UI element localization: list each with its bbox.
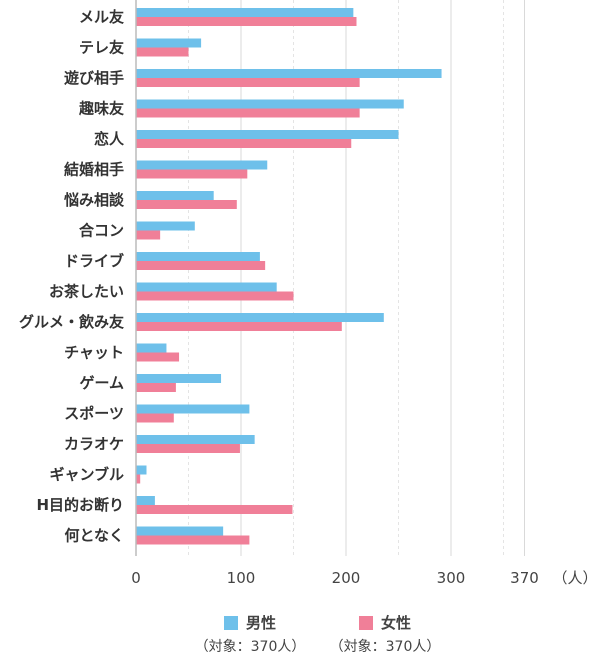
- category-label-6: 悩み相談: [63, 191, 125, 209]
- bar-male-0: [136, 8, 354, 17]
- category-label-7: 合コン: [78, 222, 124, 240]
- category-label-13: スポーツ: [64, 405, 124, 423]
- category-label-14: カラオケ: [64, 435, 124, 453]
- x-tick-label-1: 100: [227, 569, 256, 587]
- bar-male-15: [136, 465, 147, 475]
- bar-male-4: [136, 130, 399, 139]
- category-label-2: 遊び相手: [64, 69, 124, 87]
- bar-female-17: [136, 535, 250, 545]
- bar-male-2: [136, 69, 442, 78]
- category-label-4: 恋人: [94, 130, 125, 148]
- bar-female-11: [136, 352, 180, 362]
- bar-female-3: [136, 108, 360, 118]
- bar-male-14: [136, 435, 255, 444]
- bar-chart: メル友テレ友遊び相手趣味友恋人結婚相手悩み相談合コンドライブお茶したいグルメ・飲…: [19, 0, 598, 587]
- bar-male-3: [136, 99, 404, 109]
- bar-male-7: [136, 221, 195, 231]
- category-label-15: ギャンブル: [49, 466, 124, 484]
- bar-male-9: [136, 282, 277, 292]
- bar-male-11: [136, 343, 167, 353]
- bar-male-1: [136, 38, 202, 48]
- legend-swatch-female: [358, 615, 373, 630]
- x-tick-label-3: 300: [437, 569, 466, 587]
- category-label-9: お茶したい: [49, 283, 124, 301]
- x-unit-label: （人）: [553, 569, 598, 587]
- category-label-11: チャット: [64, 344, 124, 362]
- category-label-10: グルメ・飲み友: [19, 313, 124, 331]
- x-tick-label-4: 370: [510, 569, 539, 587]
- bar-female-9: [136, 291, 294, 301]
- bar-female-16: [136, 505, 293, 514]
- legend-swatch-male: [223, 615, 238, 630]
- bar-female-5: [136, 169, 248, 179]
- bar-female-13: [136, 413, 174, 423]
- legend-sub-male: （対象：370人）: [194, 639, 306, 655]
- legend-item-female: 女性 （対象：370人）: [310, 612, 460, 656]
- bar-male-10: [136, 313, 384, 322]
- bar-female-10: [136, 322, 342, 331]
- bar-male-5: [136, 160, 268, 170]
- category-label-3: 趣味友: [78, 100, 124, 118]
- bar-female-1: [136, 47, 189, 57]
- bar-male-16: [136, 496, 155, 505]
- category-label-16: H目的お断り: [36, 496, 124, 514]
- bar-male-12: [136, 374, 222, 383]
- category-label-0: メル友: [79, 8, 124, 26]
- legend-label-female: 女性: [380, 614, 411, 632]
- bar-female-7: [136, 230, 161, 240]
- category-label-1: テレ友: [79, 39, 124, 57]
- category-label-8: ドライブ: [64, 252, 124, 270]
- bar-male-8: [136, 252, 260, 261]
- legend-item-male: 男性 （対象：370人）: [175, 612, 325, 656]
- category-label-12: ゲーム: [79, 374, 124, 392]
- bar-male-6: [136, 191, 214, 200]
- legend-sub-female: （対象：370人）: [329, 639, 441, 655]
- x-tick-label-2: 200: [332, 569, 361, 587]
- bar-male-17: [136, 526, 224, 536]
- bar-female-15: [136, 474, 141, 484]
- category-label-17: 何となく: [64, 527, 124, 545]
- category-label-5: 結婚相手: [64, 161, 124, 179]
- bar-female-2: [136, 78, 360, 87]
- bar-male-13: [136, 404, 250, 414]
- legend-label-male: 男性: [245, 614, 276, 632]
- bar-female-4: [136, 139, 352, 148]
- bar-female-6: [136, 200, 237, 209]
- bar-female-12: [136, 383, 176, 392]
- bar-female-0: [136, 17, 357, 26]
- bar-female-8: [136, 261, 266, 270]
- bar-female-14: [136, 444, 240, 453]
- x-tick-label-0: 0: [131, 569, 141, 587]
